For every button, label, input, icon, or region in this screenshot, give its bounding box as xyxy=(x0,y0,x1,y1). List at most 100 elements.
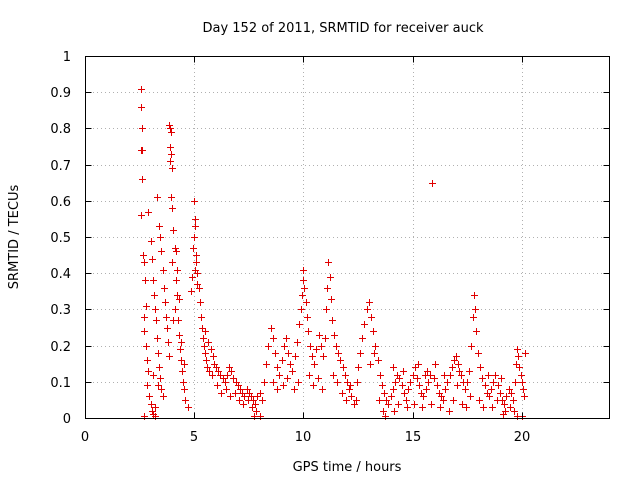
data-point xyxy=(169,205,176,212)
chart-title: Day 152 of 2011, SRMTID for receiver auc… xyxy=(202,21,484,36)
data-point xyxy=(339,390,346,397)
data-point xyxy=(497,390,504,397)
data-point xyxy=(307,343,314,350)
data-point xyxy=(148,401,155,408)
data-point xyxy=(506,386,513,393)
data-point xyxy=(510,397,517,404)
data-point xyxy=(160,393,167,400)
data-point xyxy=(249,404,256,411)
data-point xyxy=(361,321,368,328)
data-point xyxy=(415,361,422,368)
data-point xyxy=(167,158,174,165)
data-point xyxy=(169,259,176,266)
data-point xyxy=(446,408,453,415)
data-point xyxy=(371,350,378,357)
data-point xyxy=(236,397,243,404)
data-point xyxy=(416,382,423,389)
data-point xyxy=(152,306,159,313)
data-point xyxy=(306,372,313,379)
data-point xyxy=(194,270,201,277)
data-point xyxy=(309,353,316,360)
data-point xyxy=(292,353,299,360)
data-point xyxy=(490,379,497,386)
data-point xyxy=(334,379,341,386)
data-point xyxy=(189,274,196,281)
data-point xyxy=(193,259,200,266)
data-point xyxy=(218,390,225,397)
data-point xyxy=(163,314,170,321)
data-point xyxy=(431,375,438,382)
data-point xyxy=(213,364,220,371)
data-point xyxy=(519,379,526,386)
data-point xyxy=(424,368,431,375)
data-point xyxy=(151,292,158,299)
data-point xyxy=(167,144,174,151)
data-point xyxy=(485,372,492,379)
x-tick-label: 10 xyxy=(295,430,312,445)
data-point xyxy=(327,274,334,281)
data-point xyxy=(158,386,165,393)
data-point xyxy=(270,379,277,386)
data-point xyxy=(482,382,489,389)
data-point xyxy=(138,104,145,111)
x-tick-label: 0 xyxy=(81,430,89,445)
data-point xyxy=(139,176,146,183)
data-point xyxy=(203,357,210,364)
data-point xyxy=(210,353,217,360)
data-point xyxy=(322,335,329,342)
data-point xyxy=(148,238,155,245)
data-point xyxy=(498,375,505,382)
data-point xyxy=(253,408,260,415)
data-point xyxy=(511,408,518,415)
data-point xyxy=(287,361,294,368)
data-point xyxy=(335,350,342,357)
data-point xyxy=(252,401,259,408)
y-tick-labels: 0 0.1 0.2 0.3 0.4 0.5 0.6 0.7 0.8 0.9 1 xyxy=(50,50,71,427)
data-point xyxy=(204,364,211,371)
x-axis-title: GPS time / hours xyxy=(293,460,402,475)
data-point xyxy=(197,299,204,306)
plot-frame xyxy=(85,56,610,419)
data-point xyxy=(390,364,397,371)
data-point xyxy=(489,404,496,411)
data-point xyxy=(156,223,163,230)
data-point xyxy=(228,368,235,375)
data-point xyxy=(492,372,499,379)
data-point xyxy=(390,386,397,393)
data-point xyxy=(368,314,375,321)
data-point xyxy=(191,198,198,205)
data-point xyxy=(331,332,338,339)
data-point xyxy=(521,393,528,400)
data-point xyxy=(178,339,185,346)
y-tick-label: 0.9 xyxy=(50,86,71,101)
data-point xyxy=(217,372,224,379)
data-point xyxy=(178,357,185,364)
data-point xyxy=(214,382,221,389)
data-point xyxy=(157,234,164,241)
data-point xyxy=(464,379,471,386)
data-point xyxy=(471,292,478,299)
data-point xyxy=(181,361,188,368)
data-point xyxy=(343,397,350,404)
data-point xyxy=(346,386,353,393)
data-point xyxy=(348,393,355,400)
data-point xyxy=(480,404,487,411)
data-point xyxy=(296,321,303,328)
y-tick-label: 0.1 xyxy=(50,376,71,391)
data-point xyxy=(300,267,307,274)
data-point xyxy=(270,335,277,342)
data-point xyxy=(235,382,242,389)
data-point xyxy=(190,245,197,252)
data-point xyxy=(403,397,410,404)
data-point xyxy=(143,343,150,350)
data-point xyxy=(329,317,336,324)
data-point xyxy=(422,372,429,379)
y-tick-label: 0.2 xyxy=(50,340,71,355)
data-point xyxy=(191,234,198,241)
data-point xyxy=(150,277,157,284)
data-point xyxy=(139,147,146,154)
data-point xyxy=(401,390,408,397)
data-point xyxy=(344,379,351,386)
data-point xyxy=(257,390,264,397)
data-point xyxy=(299,292,306,299)
